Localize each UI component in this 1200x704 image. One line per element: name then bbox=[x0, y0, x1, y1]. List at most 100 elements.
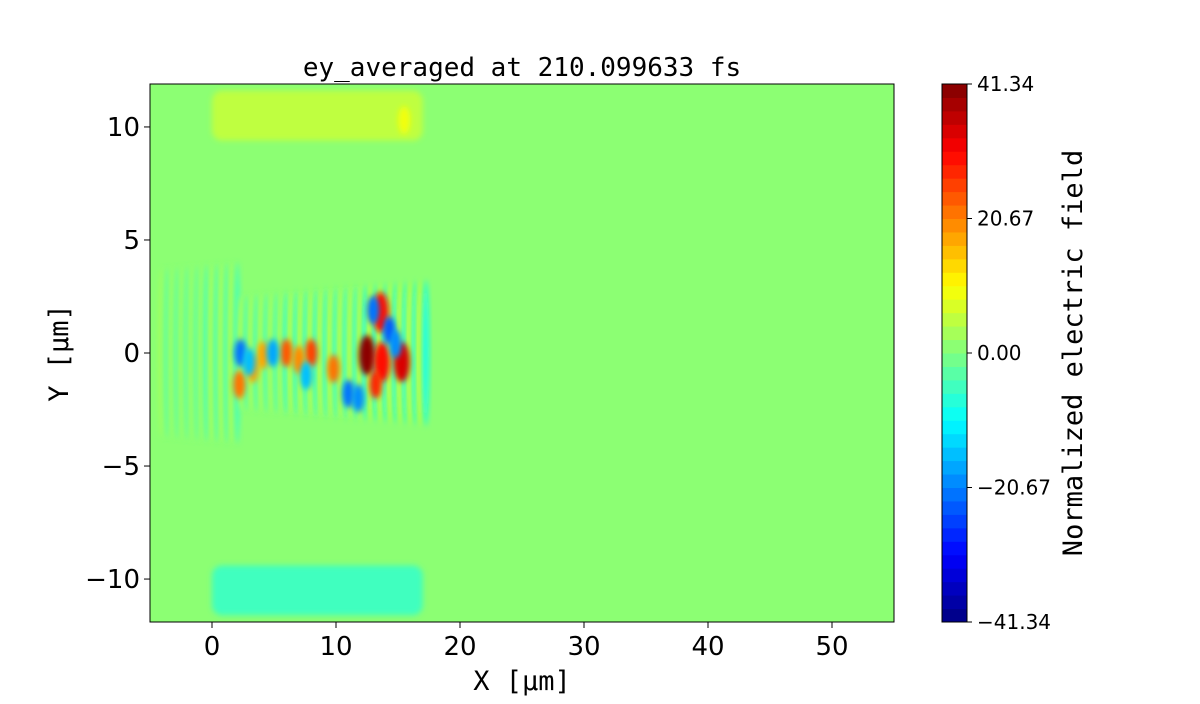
colorbar-level bbox=[942, 366, 967, 381]
colorbar-level bbox=[942, 137, 967, 152]
field-wave-stripe bbox=[416, 280, 424, 426]
field-blob bbox=[300, 361, 313, 390]
colorbar-level bbox=[942, 178, 967, 193]
colorbar-level bbox=[942, 218, 967, 233]
colorbar-level bbox=[942, 393, 967, 408]
y-axis: −10 −5 0 5 10 bbox=[85, 113, 150, 595]
x-axis: 0 10 20 30 40 50 bbox=[204, 622, 849, 662]
field-blob bbox=[327, 354, 340, 383]
colorbar-level bbox=[942, 231, 967, 246]
colorbar-tick-label: 41.34 bbox=[977, 72, 1034, 96]
field-blob bbox=[352, 384, 365, 413]
field-wave-stripe bbox=[183, 266, 191, 440]
field-wave-stripe bbox=[193, 265, 201, 441]
x-tick-label: 50 bbox=[815, 632, 848, 662]
colorbar-level bbox=[942, 124, 967, 139]
field-blob bbox=[367, 296, 380, 325]
chart-title: ey_averaged at 210.099633 fs bbox=[303, 53, 741, 83]
colorbar-level bbox=[942, 191, 967, 206]
colorbar-level bbox=[942, 474, 967, 488]
field-wave-stripe bbox=[322, 288, 330, 418]
x-tick-label: 10 bbox=[319, 632, 352, 662]
field-blob bbox=[266, 339, 279, 367]
colorbar-tick-label: 0.00 bbox=[977, 341, 1022, 365]
field-wave-stripe bbox=[168, 267, 176, 439]
field-wave-stripe bbox=[406, 281, 414, 425]
colorbar: 41.34 20.67 0.00 −20.67 −41.34 bbox=[941, 72, 1051, 634]
field-wave-stripe bbox=[188, 265, 196, 441]
colorbar-level bbox=[942, 581, 967, 596]
field-wave-stripe bbox=[223, 262, 231, 444]
colorbar-level bbox=[942, 514, 967, 529]
y-tick-label: 0 bbox=[123, 339, 140, 369]
colorbar-level bbox=[942, 84, 967, 98]
colorbar-level bbox=[942, 299, 967, 314]
colorbar-level bbox=[942, 595, 967, 610]
colorbar-tick-label: 20.67 bbox=[977, 207, 1034, 231]
field-wave-stripe bbox=[228, 262, 236, 444]
colorbar-level bbox=[942, 500, 967, 515]
field-band bbox=[212, 565, 423, 616]
field-blob bbox=[389, 329, 402, 358]
colorbar-level bbox=[942, 460, 967, 475]
field-blob bbox=[243, 348, 256, 377]
colorbar-label: Normalized electric field bbox=[1058, 150, 1089, 556]
colorbar-level bbox=[942, 164, 967, 179]
field-wave-stripe bbox=[411, 280, 419, 426]
field-wave-stripe bbox=[178, 266, 186, 440]
colorbar-level bbox=[942, 447, 967, 462]
field-band bbox=[212, 90, 423, 141]
colorbar-tick-label: −20.67 bbox=[977, 476, 1051, 500]
field-wave-stripe bbox=[253, 294, 261, 412]
field-blob bbox=[369, 370, 382, 399]
colorbar-level bbox=[942, 326, 967, 341]
colorbar-level bbox=[942, 554, 967, 569]
field-blob bbox=[342, 379, 355, 408]
field-wave-stripe bbox=[213, 263, 221, 443]
x-tick-label: 30 bbox=[567, 632, 600, 662]
colorbar-level bbox=[942, 312, 967, 327]
colorbar-level bbox=[942, 487, 967, 502]
y-tick-label: −5 bbox=[102, 452, 140, 482]
colorbar-level bbox=[942, 608, 967, 623]
field-wave-stripe bbox=[173, 266, 181, 440]
field-wave-stripe bbox=[218, 263, 226, 443]
colorbar-level bbox=[942, 353, 967, 367]
field-blob bbox=[280, 339, 293, 367]
y-tick-label: −10 bbox=[85, 565, 140, 595]
x-tick-label: 0 bbox=[204, 632, 221, 662]
colorbar-level bbox=[942, 420, 967, 435]
field-blob bbox=[233, 370, 246, 399]
colorbar-level bbox=[942, 527, 967, 542]
colorbar-level bbox=[942, 151, 967, 166]
x-tick-label: 20 bbox=[443, 632, 476, 662]
field-blob bbox=[359, 335, 375, 376]
field-wave-stripe bbox=[337, 286, 345, 420]
colorbar-level bbox=[942, 568, 967, 583]
colorbar-level bbox=[942, 205, 967, 219]
field-wave-stripe bbox=[421, 279, 429, 427]
colorbar-level bbox=[942, 245, 967, 260]
field-wave-stripe bbox=[332, 287, 340, 419]
colorbar-level bbox=[942, 406, 967, 421]
colorbar-level bbox=[942, 97, 967, 112]
field-wave-stripe bbox=[203, 264, 211, 442]
colorbar-level bbox=[942, 285, 967, 300]
y-tick-label: 10 bbox=[107, 113, 140, 143]
field-map bbox=[150, 84, 894, 622]
colorbar-level bbox=[942, 433, 967, 448]
field-wave-stripe bbox=[158, 268, 166, 438]
colorbar-level bbox=[942, 541, 967, 556]
x-axis-label: X [μm] bbox=[473, 666, 571, 697]
y-axis-label: Y [μm] bbox=[44, 304, 75, 402]
field-wave-stripe bbox=[327, 287, 335, 419]
colorbar-level bbox=[942, 379, 967, 394]
colorbar-level bbox=[942, 110, 967, 125]
colorbar-level bbox=[942, 339, 967, 354]
colorbar-level bbox=[942, 258, 967, 273]
field-blob bbox=[398, 106, 411, 135]
field-blob bbox=[305, 339, 318, 367]
x-tick-label: 40 bbox=[691, 632, 724, 662]
